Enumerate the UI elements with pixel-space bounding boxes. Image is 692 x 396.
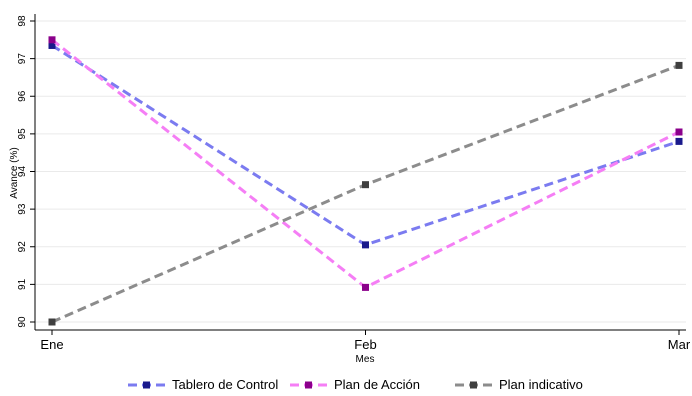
legend-item: Plan de Acción bbox=[290, 377, 420, 392]
y-axis-label: Avance (%) bbox=[9, 147, 20, 199]
legend-item: Tablero de Control bbox=[128, 377, 278, 392]
legend-item: Plan indicativo bbox=[455, 377, 583, 392]
y-tick-label: 95 bbox=[17, 128, 28, 140]
y-tick-label: 93 bbox=[17, 203, 28, 215]
legend-marker-swatch bbox=[470, 381, 477, 389]
legend-marker-swatch bbox=[305, 381, 312, 389]
data-point bbox=[362, 241, 369, 249]
x-axis: Ene Feb Mar bbox=[35, 329, 691, 352]
series-group bbox=[48, 36, 683, 326]
x-tick-label: Feb bbox=[354, 337, 376, 352]
data-point bbox=[675, 128, 683, 136]
legend: Tablero de Control Plan de Acción Plan ind… bbox=[128, 377, 583, 392]
series-line bbox=[51, 44, 680, 247]
legend-label: Tablero de Control bbox=[172, 377, 278, 392]
y-axis: 90 91 92 93 94 95 96 97 98 bbox=[17, 14, 36, 330]
y-tick-label: 94 bbox=[17, 166, 28, 178]
data-point bbox=[362, 181, 369, 189]
legend-label: Plan de Acción bbox=[334, 377, 420, 392]
grid-lines bbox=[35, 20, 686, 323]
y-tick-label: 97 bbox=[17, 53, 28, 65]
x-tick-label: Mar bbox=[668, 337, 691, 352]
x-axis-label: Mes bbox=[356, 354, 375, 365]
data-point bbox=[675, 137, 683, 145]
y-tick-label: 92 bbox=[17, 241, 28, 253]
y-tick-label: 98 bbox=[17, 15, 28, 27]
y-tick-label: 91 bbox=[17, 278, 28, 290]
legend-label: Plan indicativo bbox=[499, 377, 583, 392]
data-point bbox=[48, 318, 56, 326]
x-tick-label: Ene bbox=[40, 337, 63, 352]
data-point bbox=[362, 283, 369, 291]
data-point bbox=[48, 41, 56, 49]
legend-marker-swatch bbox=[143, 381, 150, 389]
data-point bbox=[675, 61, 683, 69]
series-line bbox=[51, 38, 680, 290]
series-line bbox=[51, 63, 680, 324]
y-tick-label: 96 bbox=[17, 90, 28, 102]
y-tick-label: 90 bbox=[17, 316, 28, 328]
data-point bbox=[48, 36, 56, 44]
